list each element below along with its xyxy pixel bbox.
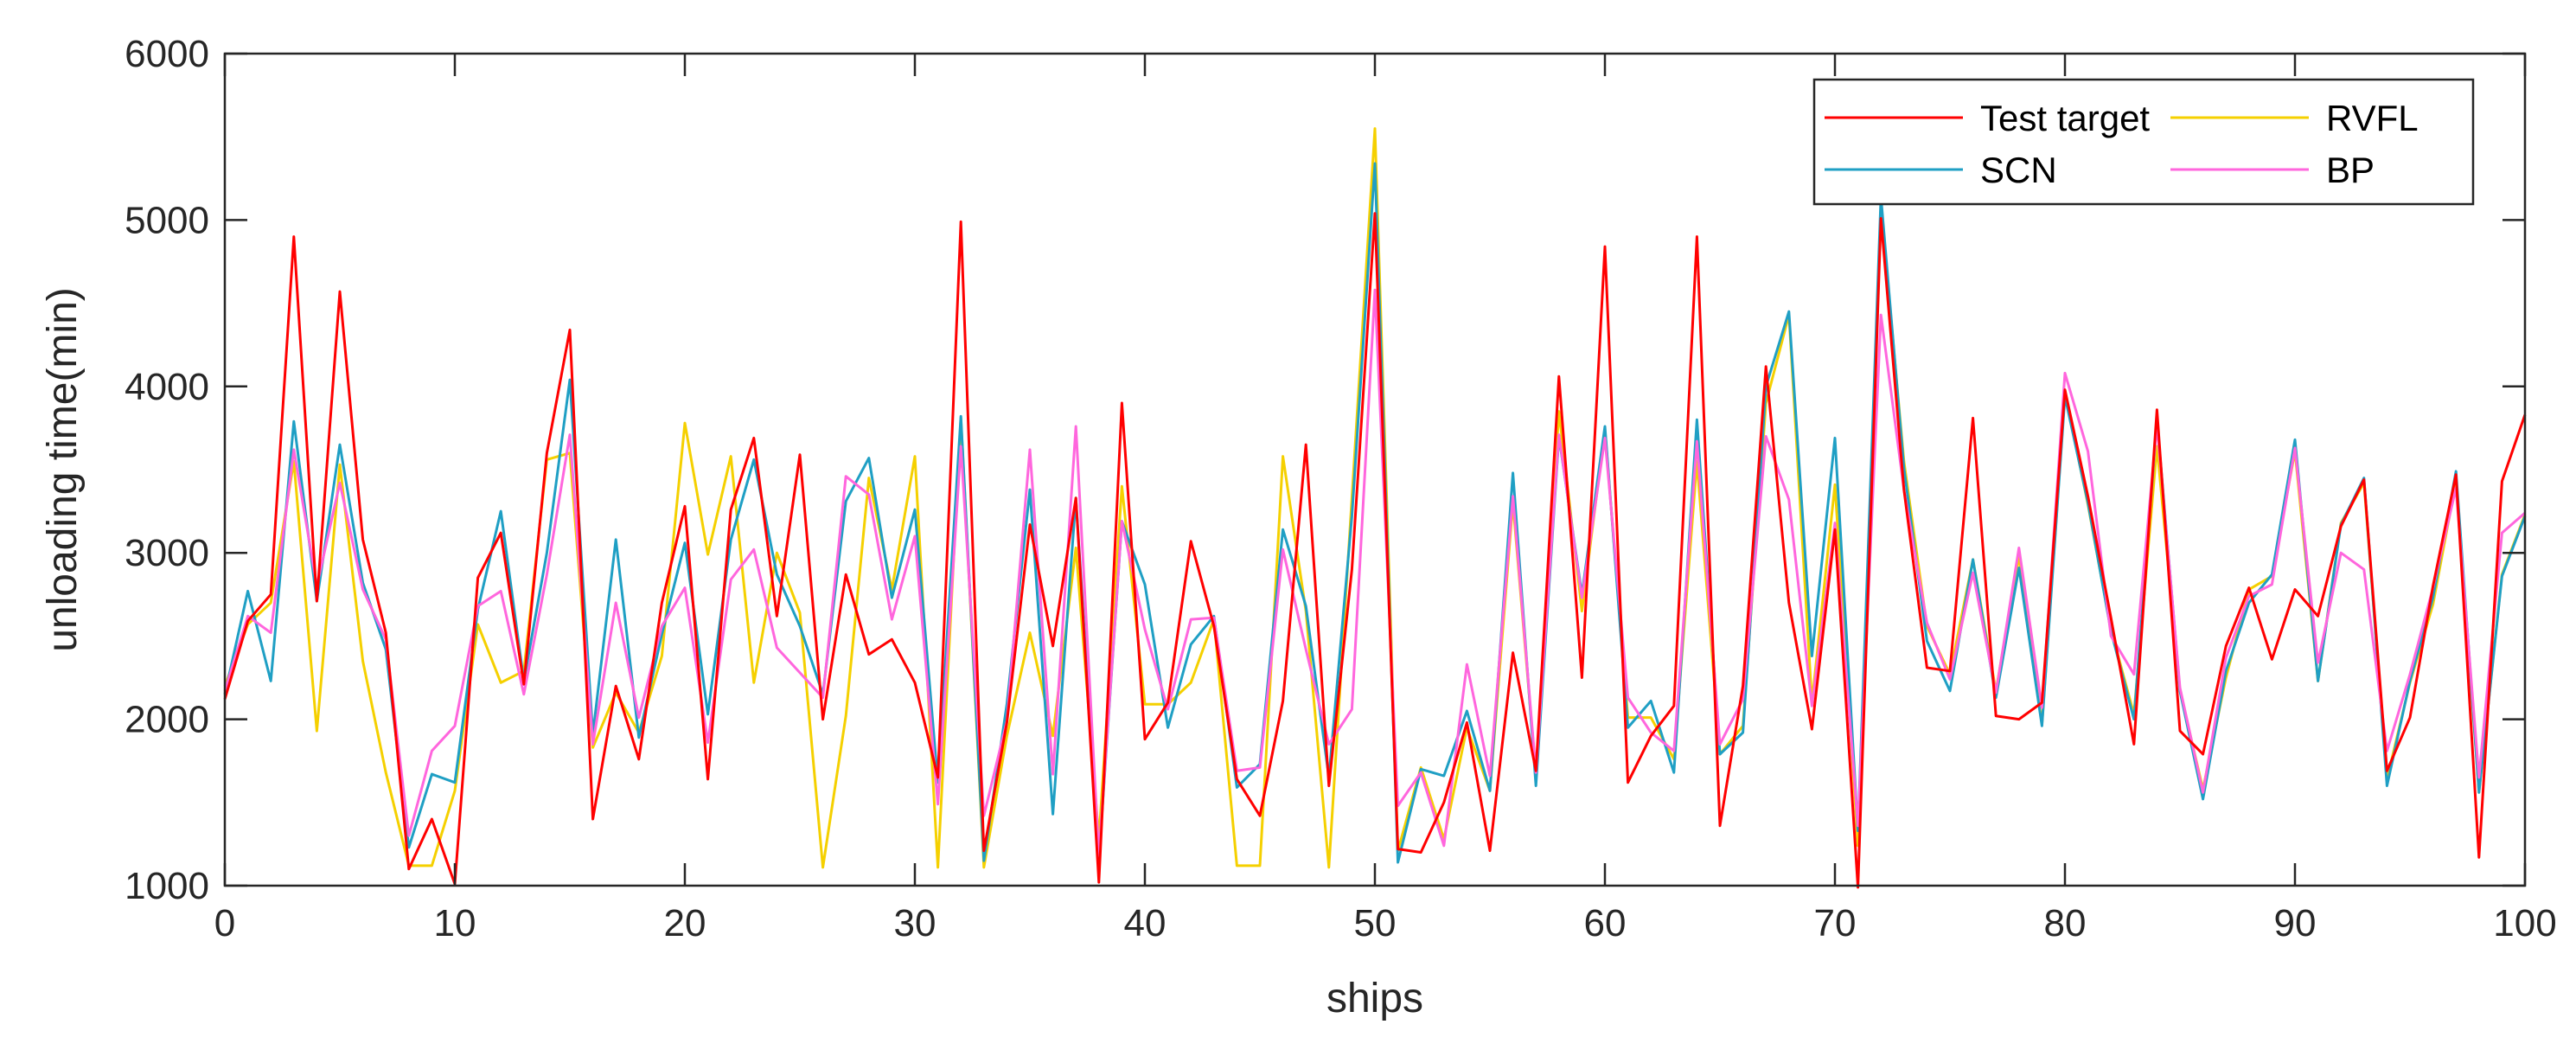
x-tick-label: 100 <box>2493 902 2556 944</box>
series-layer <box>223 127 2527 889</box>
legend-label-rvfl: RVFL <box>2326 98 2419 138</box>
ticks-layer <box>223 52 2527 887</box>
x-tick-label: 50 <box>1354 902 1397 944</box>
x-tick-label: 20 <box>664 902 706 944</box>
y-tick-label: 2000 <box>125 699 209 741</box>
x-tick-label: 70 <box>1814 902 1857 944</box>
x-tick-label: 60 <box>1584 902 1627 944</box>
legend-label-bp: BP <box>2326 150 2375 190</box>
series-line-bp <box>223 288 2526 857</box>
y-tick-label: 1000 <box>125 865 209 907</box>
x-tick-label: 30 <box>894 902 936 944</box>
y-axis-label: unloading time(min) <box>40 287 86 652</box>
legend-label-test-target: Test target <box>1980 98 2150 138</box>
legend: Test target RVFL SCN BP <box>1812 78 2475 206</box>
legend-box <box>1812 78 2475 206</box>
legend-label-scn: SCN <box>1980 150 2057 190</box>
series-line-test-target <box>223 212 2527 889</box>
x-tick-label: 90 <box>2274 902 2317 944</box>
tick-labels: 0 10 20 30 40 50 60 70 80 90 100 1000 2000 3000 4000 50… <box>125 33 2557 944</box>
y-tick-label: 3000 <box>125 532 209 574</box>
x-tick-label: 0 <box>214 902 235 944</box>
y-tick-label: 4000 <box>125 366 209 408</box>
x-tick-label: 40 <box>1124 902 1167 944</box>
x-axis-label: ships <box>1326 976 1423 1021</box>
y-tick-label: 6000 <box>125 33 209 75</box>
x-tick-label: 80 <box>2044 902 2087 944</box>
y-tick-label: 5000 <box>125 199 209 241</box>
x-tick-label: 10 <box>434 902 476 944</box>
